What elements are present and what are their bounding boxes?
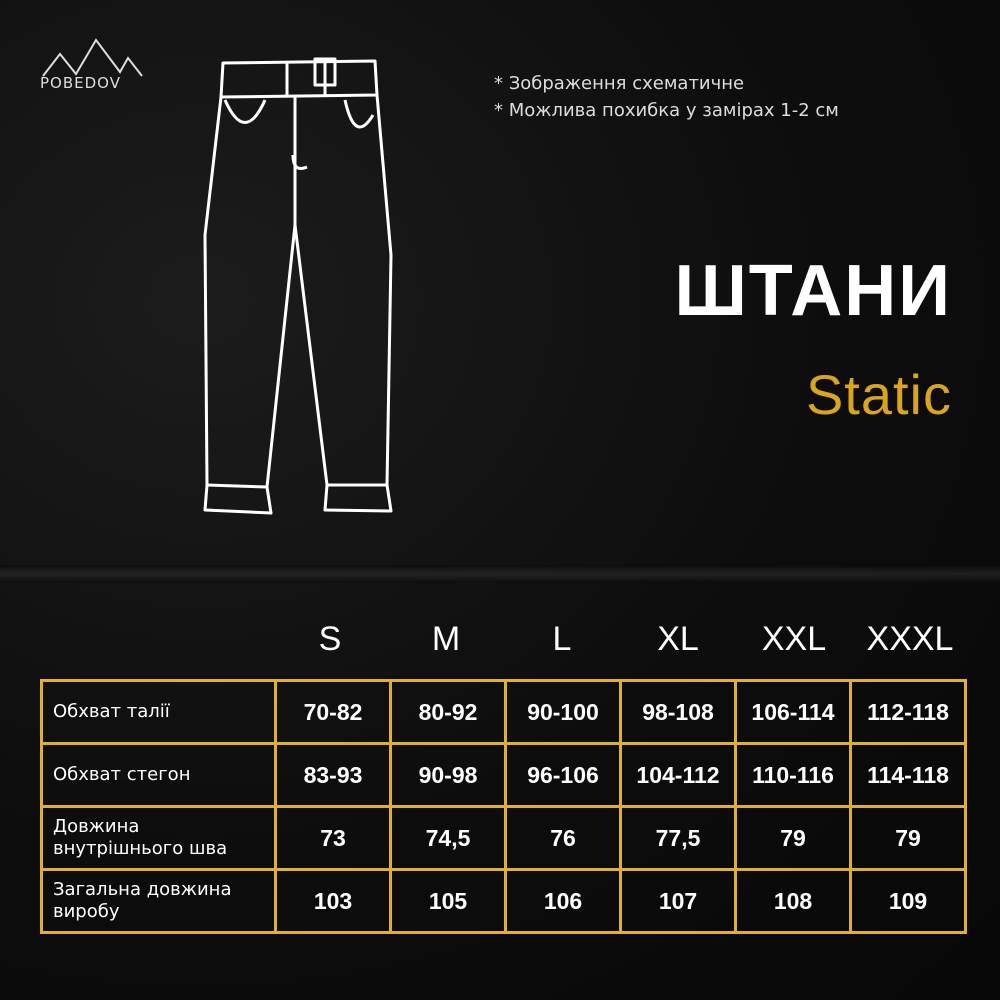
table-cell: 106 bbox=[504, 868, 622, 934]
mountains-logo-icon bbox=[42, 38, 143, 77]
table-cell: 114-118 bbox=[849, 742, 967, 808]
size-label: XXXL bbox=[866, 620, 954, 658]
row-label: Обхват стегон bbox=[40, 742, 277, 808]
product-title: ШТАНИ bbox=[674, 251, 952, 331]
table-cell: 103 bbox=[274, 868, 392, 934]
table-cell: 105 bbox=[389, 868, 507, 934]
table-cell: 79 bbox=[734, 805, 852, 871]
size-label: S bbox=[318, 620, 342, 658]
table-cell: 80-92 bbox=[389, 679, 507, 745]
table-cell: 106-114 bbox=[734, 679, 852, 745]
row-label: Загальна довжина виробу bbox=[40, 868, 277, 934]
table-cell: 79 bbox=[849, 805, 967, 871]
note-schematic: * Зображення схематичне bbox=[494, 73, 745, 94]
table-cell: 107 bbox=[619, 868, 737, 934]
table-cell: 74,5 bbox=[389, 805, 507, 871]
size-label: M bbox=[431, 620, 461, 658]
table-cell: 109 bbox=[849, 868, 967, 934]
notes: * Зображення схематичне * Можлива похибк… bbox=[494, 70, 839, 124]
table-cell: 90-98 bbox=[389, 742, 507, 808]
pants-schematic-icon bbox=[203, 57, 393, 515]
table-cell: 77,5 bbox=[619, 805, 737, 871]
brand-logo-text: POBEDOV bbox=[40, 74, 121, 92]
table-cell: 108 bbox=[734, 868, 852, 934]
table-row: Загальна довжина виробу 103 105 106 107 108 10… bbox=[40, 868, 967, 934]
table-cell: 98-108 bbox=[619, 679, 737, 745]
product-model: Static bbox=[805, 363, 952, 426]
table-cell: 110-116 bbox=[734, 742, 852, 808]
table-cell: 104-112 bbox=[619, 742, 737, 808]
size-header-row: S M L XL XXL XXXL bbox=[272, 620, 968, 659]
table-cell: 96-106 bbox=[504, 742, 622, 808]
table-cell: 73 bbox=[274, 805, 392, 871]
paper-crease bbox=[0, 565, 1000, 583]
table-row: Довжина внутрішнього шва 73 74,5 76 77,5 79 79 bbox=[40, 805, 967, 871]
table-cell: 112-118 bbox=[849, 679, 967, 745]
note-measurement-error: * Можлива похибка у замірах 1-2 см bbox=[494, 100, 839, 121]
size-label: L bbox=[552, 620, 572, 658]
table-cell: 83-93 bbox=[274, 742, 392, 808]
table-row: Обхват талії 70-82 80-92 90-100 98-108 106-11… bbox=[40, 679, 967, 745]
table-cell: 70-82 bbox=[274, 679, 392, 745]
table-row: Обхват стегон 83-93 90-98 96-106 104-112 110-… bbox=[40, 742, 967, 808]
size-label: XXL bbox=[761, 620, 827, 658]
table-cell: 90-100 bbox=[504, 679, 622, 745]
table-cell: 76 bbox=[504, 805, 622, 871]
size-label: XL bbox=[657, 620, 699, 658]
size-table: Обхват талії 70-82 80-92 90-100 98-108 106-11… bbox=[40, 679, 967, 934]
row-label: Обхват талії bbox=[40, 679, 277, 745]
row-label: Довжина внутрішнього шва bbox=[40, 805, 277, 871]
